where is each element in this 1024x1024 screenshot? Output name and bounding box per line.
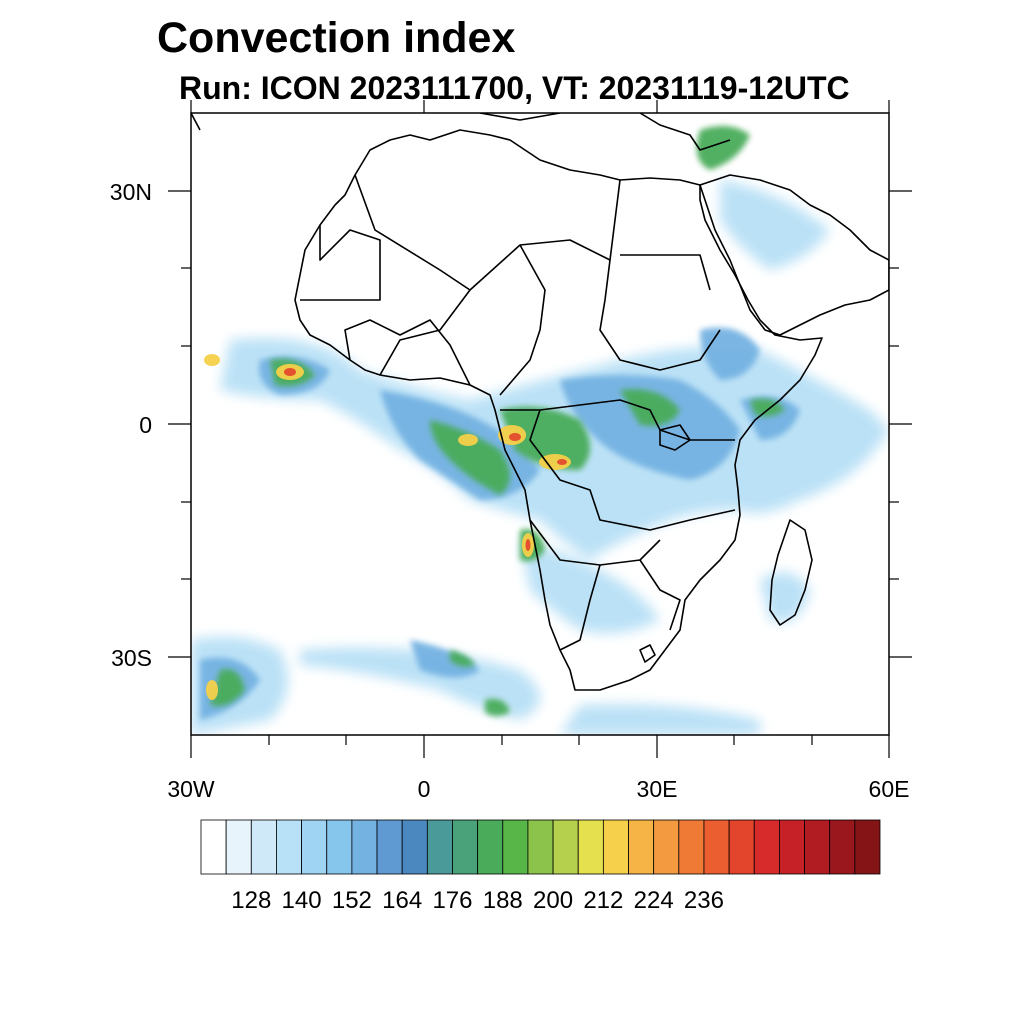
colorbar-swatch bbox=[351, 819, 378, 875]
colorbar-swatch bbox=[602, 819, 629, 875]
lat-label-30n: 30N bbox=[109, 179, 152, 205]
colorbar-swatch bbox=[426, 819, 453, 875]
colorbar-tick-label: 200 bbox=[533, 887, 574, 914]
lat-label-0: 0 bbox=[139, 412, 152, 438]
colorbar-swatch bbox=[753, 819, 780, 875]
colorbar-swatch bbox=[628, 819, 655, 875]
colorbar-tick-label: 236 bbox=[683, 887, 724, 914]
colorbar-swatch bbox=[477, 819, 504, 875]
lon-label-30w: 30W bbox=[167, 776, 215, 802]
coastlines bbox=[191, 113, 889, 691]
colorbar-swatch bbox=[250, 819, 277, 875]
colorbar-tick-label: 224 bbox=[633, 887, 674, 914]
map-subtitle: Run: ICON 2023111700, VT: 20231119-12UTC bbox=[179, 70, 850, 106]
colorbar-swatch bbox=[452, 819, 479, 875]
colorbar-swatch bbox=[502, 819, 529, 875]
colorbar bbox=[200, 819, 881, 875]
colorbar-swatch bbox=[779, 819, 805, 875]
colorbar-swatch bbox=[301, 819, 328, 875]
colorbar-tick-label: 164 bbox=[382, 887, 423, 914]
colorbar-swatch bbox=[577, 819, 604, 875]
lon-label-0: 0 bbox=[417, 776, 431, 802]
lon-label-30e: 30E bbox=[636, 776, 678, 802]
colorbar-swatch bbox=[678, 819, 705, 875]
convection-field bbox=[191, 126, 889, 735]
colorbar-tick-label: 188 bbox=[482, 887, 523, 914]
colorbar-swatch bbox=[653, 819, 680, 875]
colorbar-tick-label: 176 bbox=[432, 887, 473, 914]
axis-ticks bbox=[168, 100, 912, 758]
colorbar-swatch bbox=[276, 819, 302, 875]
colorbar-tick-label: 152 bbox=[331, 887, 372, 914]
colorbar-swatch bbox=[854, 819, 881, 875]
colorbar-swatch bbox=[376, 819, 403, 875]
colorbar-swatch bbox=[703, 819, 730, 875]
colorbar-swatch bbox=[552, 819, 579, 875]
lon-label-60e: 60E bbox=[868, 776, 910, 802]
colorbar-tick-label: 128 bbox=[231, 887, 272, 914]
colorbar-tick-label: 140 bbox=[281, 887, 322, 914]
colorbar-swatch bbox=[225, 819, 252, 875]
colorbar-tick-label: 212 bbox=[583, 887, 624, 914]
colorbar-swatch bbox=[326, 819, 353, 875]
colorbar-swatch bbox=[728, 819, 755, 875]
colorbar-swatch bbox=[829, 819, 856, 875]
colorbar-swatch bbox=[527, 819, 554, 875]
lat-label-30s: 30S bbox=[111, 645, 152, 671]
map-title: Convection index bbox=[157, 14, 516, 62]
colorbar-swatch bbox=[804, 819, 831, 875]
colorbar-swatch bbox=[401, 819, 428, 875]
colorbar-swatch bbox=[200, 819, 227, 875]
